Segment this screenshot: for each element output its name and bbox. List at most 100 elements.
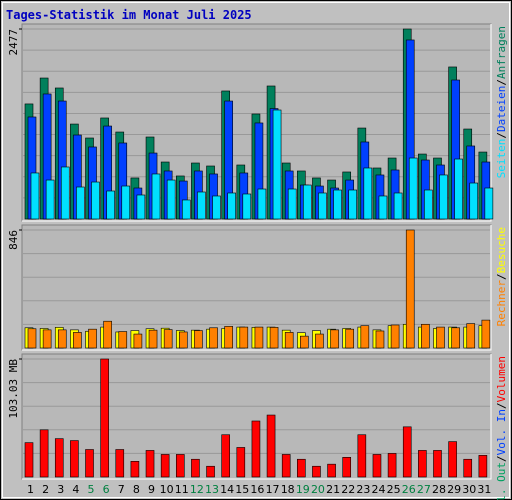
bar [345, 328, 355, 349]
x-tick-label: 3 [57, 483, 64, 496]
x-tick-label: 28 [432, 483, 446, 496]
x-tick-label: 19 [296, 483, 310, 496]
bar [469, 182, 479, 220]
bar [333, 189, 342, 220]
bar [118, 331, 128, 349]
legend-entry: Vol. In [495, 409, 508, 455]
bar [300, 335, 309, 349]
bar [224, 326, 233, 349]
bar [315, 333, 324, 349]
x-tick-label: 13 [205, 483, 219, 496]
bar [357, 434, 367, 478]
x-tick-label: 9 [148, 483, 155, 496]
panel-bevel [22, 354, 492, 480]
bar [433, 450, 442, 478]
y-tick-label: 2477 [7, 29, 20, 56]
bar [166, 179, 176, 220]
legend-entry: Volumen [495, 356, 508, 402]
bar [284, 332, 294, 349]
x-tick-label: 7 [118, 483, 125, 496]
x-tick-label: 31 [477, 483, 491, 496]
bar [375, 330, 385, 349]
legend-entry: Seiten [495, 139, 508, 179]
bar [236, 447, 246, 478]
bar [148, 329, 158, 349]
bar [60, 166, 70, 220]
x-tick-label: 22 [341, 483, 355, 496]
bar [257, 188, 267, 220]
x-tick-label: 23 [356, 483, 370, 496]
bar [269, 327, 279, 349]
bar [436, 326, 445, 349]
bar [136, 194, 146, 220]
bar [481, 319, 491, 349]
x-tick-label: 21 [326, 483, 340, 496]
bar [372, 454, 382, 478]
legend-entry: Rechner [495, 280, 508, 327]
y-tick-label: 846 [7, 230, 20, 250]
bar [197, 191, 206, 220]
legend-separator: / [495, 132, 508, 139]
bar [281, 454, 291, 478]
legend-separator: / [495, 273, 508, 280]
legend: Vol. Out/Vol. In/Volumen [495, 356, 508, 500]
bar [312, 465, 321, 478]
bar [160, 454, 170, 478]
bar [24, 442, 34, 478]
bar [115, 449, 125, 478]
x-tick-label: 24 [371, 483, 385, 496]
bar [85, 449, 94, 478]
x-tick-label: 12 [190, 483, 204, 496]
legend-entry: Besuche [495, 227, 508, 273]
bar [145, 450, 155, 478]
bar [363, 167, 373, 220]
bar [70, 440, 79, 478]
legend-entry: Dateien [495, 86, 508, 132]
bar [242, 193, 252, 220]
bar [393, 192, 403, 220]
bar [57, 329, 67, 349]
bar [175, 454, 185, 478]
x-tick-label: 27 [417, 483, 431, 496]
x-tick-label: 16 [250, 483, 264, 496]
bar [272, 109, 282, 220]
bar [27, 328, 37, 349]
bar [390, 324, 400, 349]
legend: Seiten/Dateien/Anfragen [495, 26, 508, 178]
bar [424, 189, 433, 220]
bar [106, 190, 115, 220]
bar [266, 414, 276, 478]
x-tick-label: 8 [133, 483, 140, 496]
x-tick-label: 2 [42, 483, 49, 496]
bar [227, 192, 236, 220]
x-tick-label: 14 [220, 483, 234, 496]
legend-separator: / [495, 79, 508, 86]
bar [251, 420, 261, 478]
panel-bevel [22, 225, 492, 351]
bar [484, 187, 494, 220]
x-tick-label: 11 [175, 483, 189, 496]
bar [103, 320, 112, 349]
bar [181, 199, 191, 220]
bar [448, 441, 457, 478]
x-tick-label: 20 [311, 483, 325, 496]
legend-separator: / [495, 455, 508, 462]
bar [163, 329, 173, 349]
bar [318, 192, 327, 220]
bar [121, 185, 131, 220]
bar [303, 184, 312, 220]
x-tick-label: 30 [462, 483, 476, 496]
bar [342, 457, 352, 478]
bar [88, 328, 97, 349]
bar [387, 453, 397, 478]
bar [54, 438, 64, 478]
bar [254, 326, 264, 349]
bar [405, 229, 415, 349]
bar [39, 429, 49, 478]
x-tick-label: 15 [235, 483, 249, 496]
bar [178, 331, 188, 349]
bar [463, 458, 473, 478]
x-tick-label: 26 [402, 483, 416, 496]
